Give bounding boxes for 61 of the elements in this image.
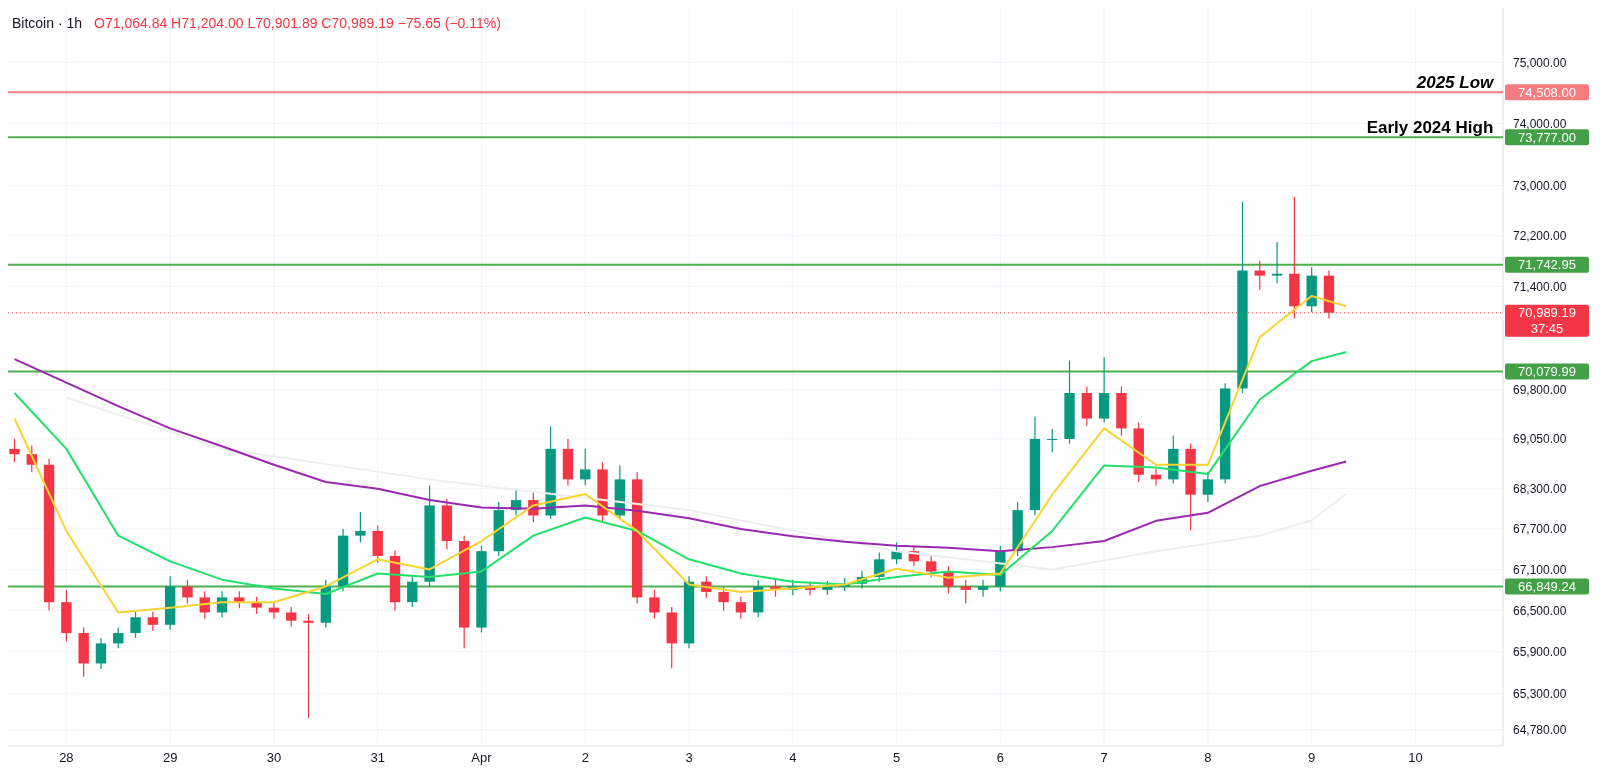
candlestick xyxy=(580,448,591,486)
candlestick xyxy=(649,589,660,620)
x-tick-label: 4 xyxy=(789,750,797,765)
text: Bitcoin · 1h xyxy=(12,15,83,31)
candlestick xyxy=(925,555,937,578)
x-tick-label: 8 xyxy=(1204,750,1212,765)
candlestick xyxy=(286,606,297,628)
y-tick-label: 73,000.00 xyxy=(1513,178,1567,193)
candlestick xyxy=(1271,241,1283,284)
candlestick xyxy=(130,611,141,639)
candlestick xyxy=(303,613,314,719)
y-tick-label: 69,050.00 xyxy=(1513,432,1567,447)
ref-line-label: 70,989.19 xyxy=(1518,305,1576,321)
x-tick-label: 28 xyxy=(59,750,74,765)
annotation: Early 2024 High xyxy=(1366,118,1494,138)
candlestick xyxy=(407,575,418,608)
x-tick-label: 6 xyxy=(996,750,1004,765)
x-tick-label: 31 xyxy=(370,750,385,765)
y-tick-label: 72,200.00 xyxy=(1513,228,1567,243)
ref-line-label: 74,508.00 xyxy=(1518,84,1576,100)
candlestick xyxy=(718,585,729,611)
x-tick-label: 29 xyxy=(162,750,178,765)
ref-line-label: 70,079.99 xyxy=(1518,364,1576,380)
candlestick xyxy=(977,579,989,598)
candlestick xyxy=(182,579,193,605)
x-tick-label: 5 xyxy=(892,750,901,765)
candlestick xyxy=(891,541,902,565)
text: 37:45 xyxy=(1530,321,1564,337)
y-tick-label: 67,700.00 xyxy=(1513,522,1567,537)
candlestick xyxy=(1202,471,1214,503)
candlestick xyxy=(960,579,971,605)
text: O71,064.84 H71,204.00 L70,901.89 C70,989.19 −75.65 (−0.11%) xyxy=(94,15,501,31)
x-tick-label: 10 xyxy=(1408,750,1423,765)
y-tick-label: 66,500.00 xyxy=(1513,603,1567,618)
y-tick-label: 67,100.00 xyxy=(1513,562,1567,577)
ref-line-label: 73,777.00 xyxy=(1518,129,1576,145)
candlestick xyxy=(95,637,107,670)
annotation: 2025 Low xyxy=(1415,73,1496,93)
x-tick-label: 7 xyxy=(1100,750,1108,765)
y-tick-label: 74,000.00 xyxy=(1513,116,1567,131)
candlestick xyxy=(1047,428,1058,453)
x-tick-label: 9 xyxy=(1308,750,1316,765)
y-tick-label: 65,300.00 xyxy=(1513,686,1567,701)
ref-line-label: 66,849.24 xyxy=(1518,579,1576,595)
y-tick-label: 71,400.00 xyxy=(1513,279,1567,294)
candlestick xyxy=(355,511,366,543)
candlestick xyxy=(147,611,159,632)
y-tick-label: 64,780.00 xyxy=(1513,722,1567,737)
x-tick-label: 30 xyxy=(266,750,282,765)
ref-line-label: 71,742.95 xyxy=(1518,257,1576,273)
x-tick-label: Apr xyxy=(471,750,493,765)
x-tick-label: 3 xyxy=(685,750,693,765)
y-tick-label: 75,000.00 xyxy=(1513,55,1567,70)
x-tick-label: 2 xyxy=(581,750,589,765)
y-tick-label: 68,300.00 xyxy=(1513,481,1567,496)
y-tick-label: 69,800.00 xyxy=(1513,382,1567,397)
candlestick xyxy=(1254,260,1265,291)
candlestick xyxy=(735,596,747,620)
candlestick xyxy=(113,626,124,649)
y-tick-label: 65,900.00 xyxy=(1513,644,1567,659)
candlestick xyxy=(9,438,20,463)
